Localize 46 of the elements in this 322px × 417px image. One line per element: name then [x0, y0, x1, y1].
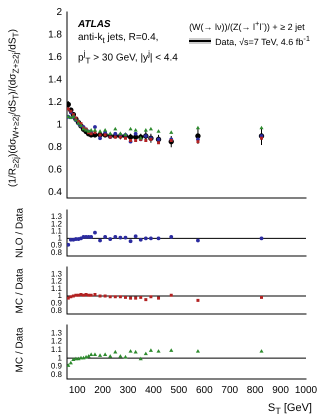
- annotation: p$^{j}$$_{T}$ > 30 GeV, |y$^{j}$| < 4.4: [78, 47, 178, 68]
- y-tick-label: 0.8: [50, 306, 63, 315]
- y-axis-title: MC / Data: [14, 268, 26, 314]
- x-axis-title: S$_{T}$ [GeV]: [268, 402, 312, 416]
- legend-label: Data, √s=7 TeV, 4.6 fb$^{-1}$: [215, 33, 310, 48]
- x-tick-label: 900: [272, 384, 290, 396]
- y-tick-label: 0.9: [50, 298, 63, 308]
- y-tick-label: 1: [58, 291, 63, 300]
- legend-title: (W(→ lν))/(Z(→ l$^{+}$l$^{-}$)) + ≥ 2 jet: [189, 18, 306, 33]
- y-tick-label: 1.1: [50, 345, 63, 354]
- annotation: ATLAS: [78, 18, 112, 31]
- annotation: anti-k$_{t}$ jets, R=0.4,: [78, 31, 160, 47]
- y-tick-label: 1.2: [50, 336, 63, 346]
- y-tick-label: 1: [58, 353, 63, 362]
- y-tick-label: 0.8: [48, 142, 62, 154]
- y-tick-label: 1.1: [50, 284, 63, 293]
- y-tick-label: 0.8: [50, 370, 63, 380]
- y-tick-label: 1.3: [50, 328, 63, 338]
- y-tick-label: 1.1: [50, 226, 63, 236]
- y-tick-label: 1.2: [50, 219, 63, 228]
- x-tick-label: 800: [246, 384, 264, 396]
- y-tick-label: 0.8: [50, 248, 63, 257]
- y-tick-label: 1.8: [48, 29, 62, 40]
- y-tick-label: 1: [58, 234, 63, 243]
- y-axis-title: MC / Data: [14, 326, 26, 372]
- x-tick-label: 700: [221, 384, 239, 396]
- x-tick-label: 400: [145, 384, 162, 396]
- x-tick-label: 600: [196, 384, 214, 396]
- x-tick-label: 200: [94, 384, 112, 396]
- y-axis-title: NLO / Data: [14, 208, 26, 258]
- y-tick-label: 0.9: [50, 362, 63, 371]
- y-tick-label: 1.2: [50, 276, 63, 286]
- y-tick-label: 2: [56, 6, 62, 18]
- x-tick-label: 300: [120, 384, 137, 396]
- y-tick-label: 1.3: [50, 269, 63, 278]
- y-tick-label: 1.3: [50, 212, 63, 222]
- x-tick-label: 1000: [294, 384, 318, 396]
- y-tick-label: 0.4: [48, 187, 62, 198]
- y-tick-label: 1.6: [48, 52, 62, 63]
- y-tick-label: 1.4: [48, 74, 62, 86]
- y-tick-label: 0.6: [48, 164, 62, 176]
- y-tick-label: 1.2: [48, 96, 62, 108]
- y-tick-label: 0.9: [50, 240, 63, 250]
- x-tick-label: 500: [170, 384, 188, 396]
- x-tick-label: 100: [68, 384, 86, 396]
- y-tick-label: 1: [56, 119, 62, 130]
